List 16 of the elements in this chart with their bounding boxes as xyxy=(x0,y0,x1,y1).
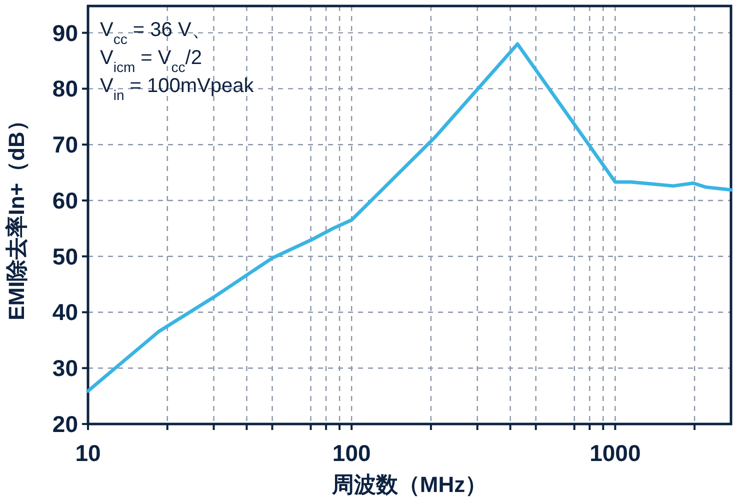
y-axis-title: EMI除去率In+（dB） xyxy=(4,110,29,320)
y-tick-label: 30 xyxy=(52,355,78,382)
x-tick-label: 1000 xyxy=(590,440,641,466)
y-tick-label: 50 xyxy=(52,243,78,270)
y-tick-label: 70 xyxy=(52,132,78,158)
x-tick-label: 100 xyxy=(332,440,371,466)
annotation: V$_{in}$ = 100mVpeak xyxy=(100,75,255,103)
annotation: V$_{icm}$ = V$_{cc}$/2 xyxy=(100,47,202,75)
y-tick-label: 90 xyxy=(52,20,78,46)
y-tick-label: 20 xyxy=(52,411,78,437)
y-tick-label: 60 xyxy=(52,187,78,214)
y-tick-label: 80 xyxy=(52,76,78,102)
x-axis-title: 周波数（MHz） xyxy=(330,472,488,497)
annotation: V$_{cc}$ = 36 V、 xyxy=(100,19,212,47)
x-tick-label: 10 xyxy=(75,440,101,466)
y-tick-label: 40 xyxy=(52,299,78,326)
